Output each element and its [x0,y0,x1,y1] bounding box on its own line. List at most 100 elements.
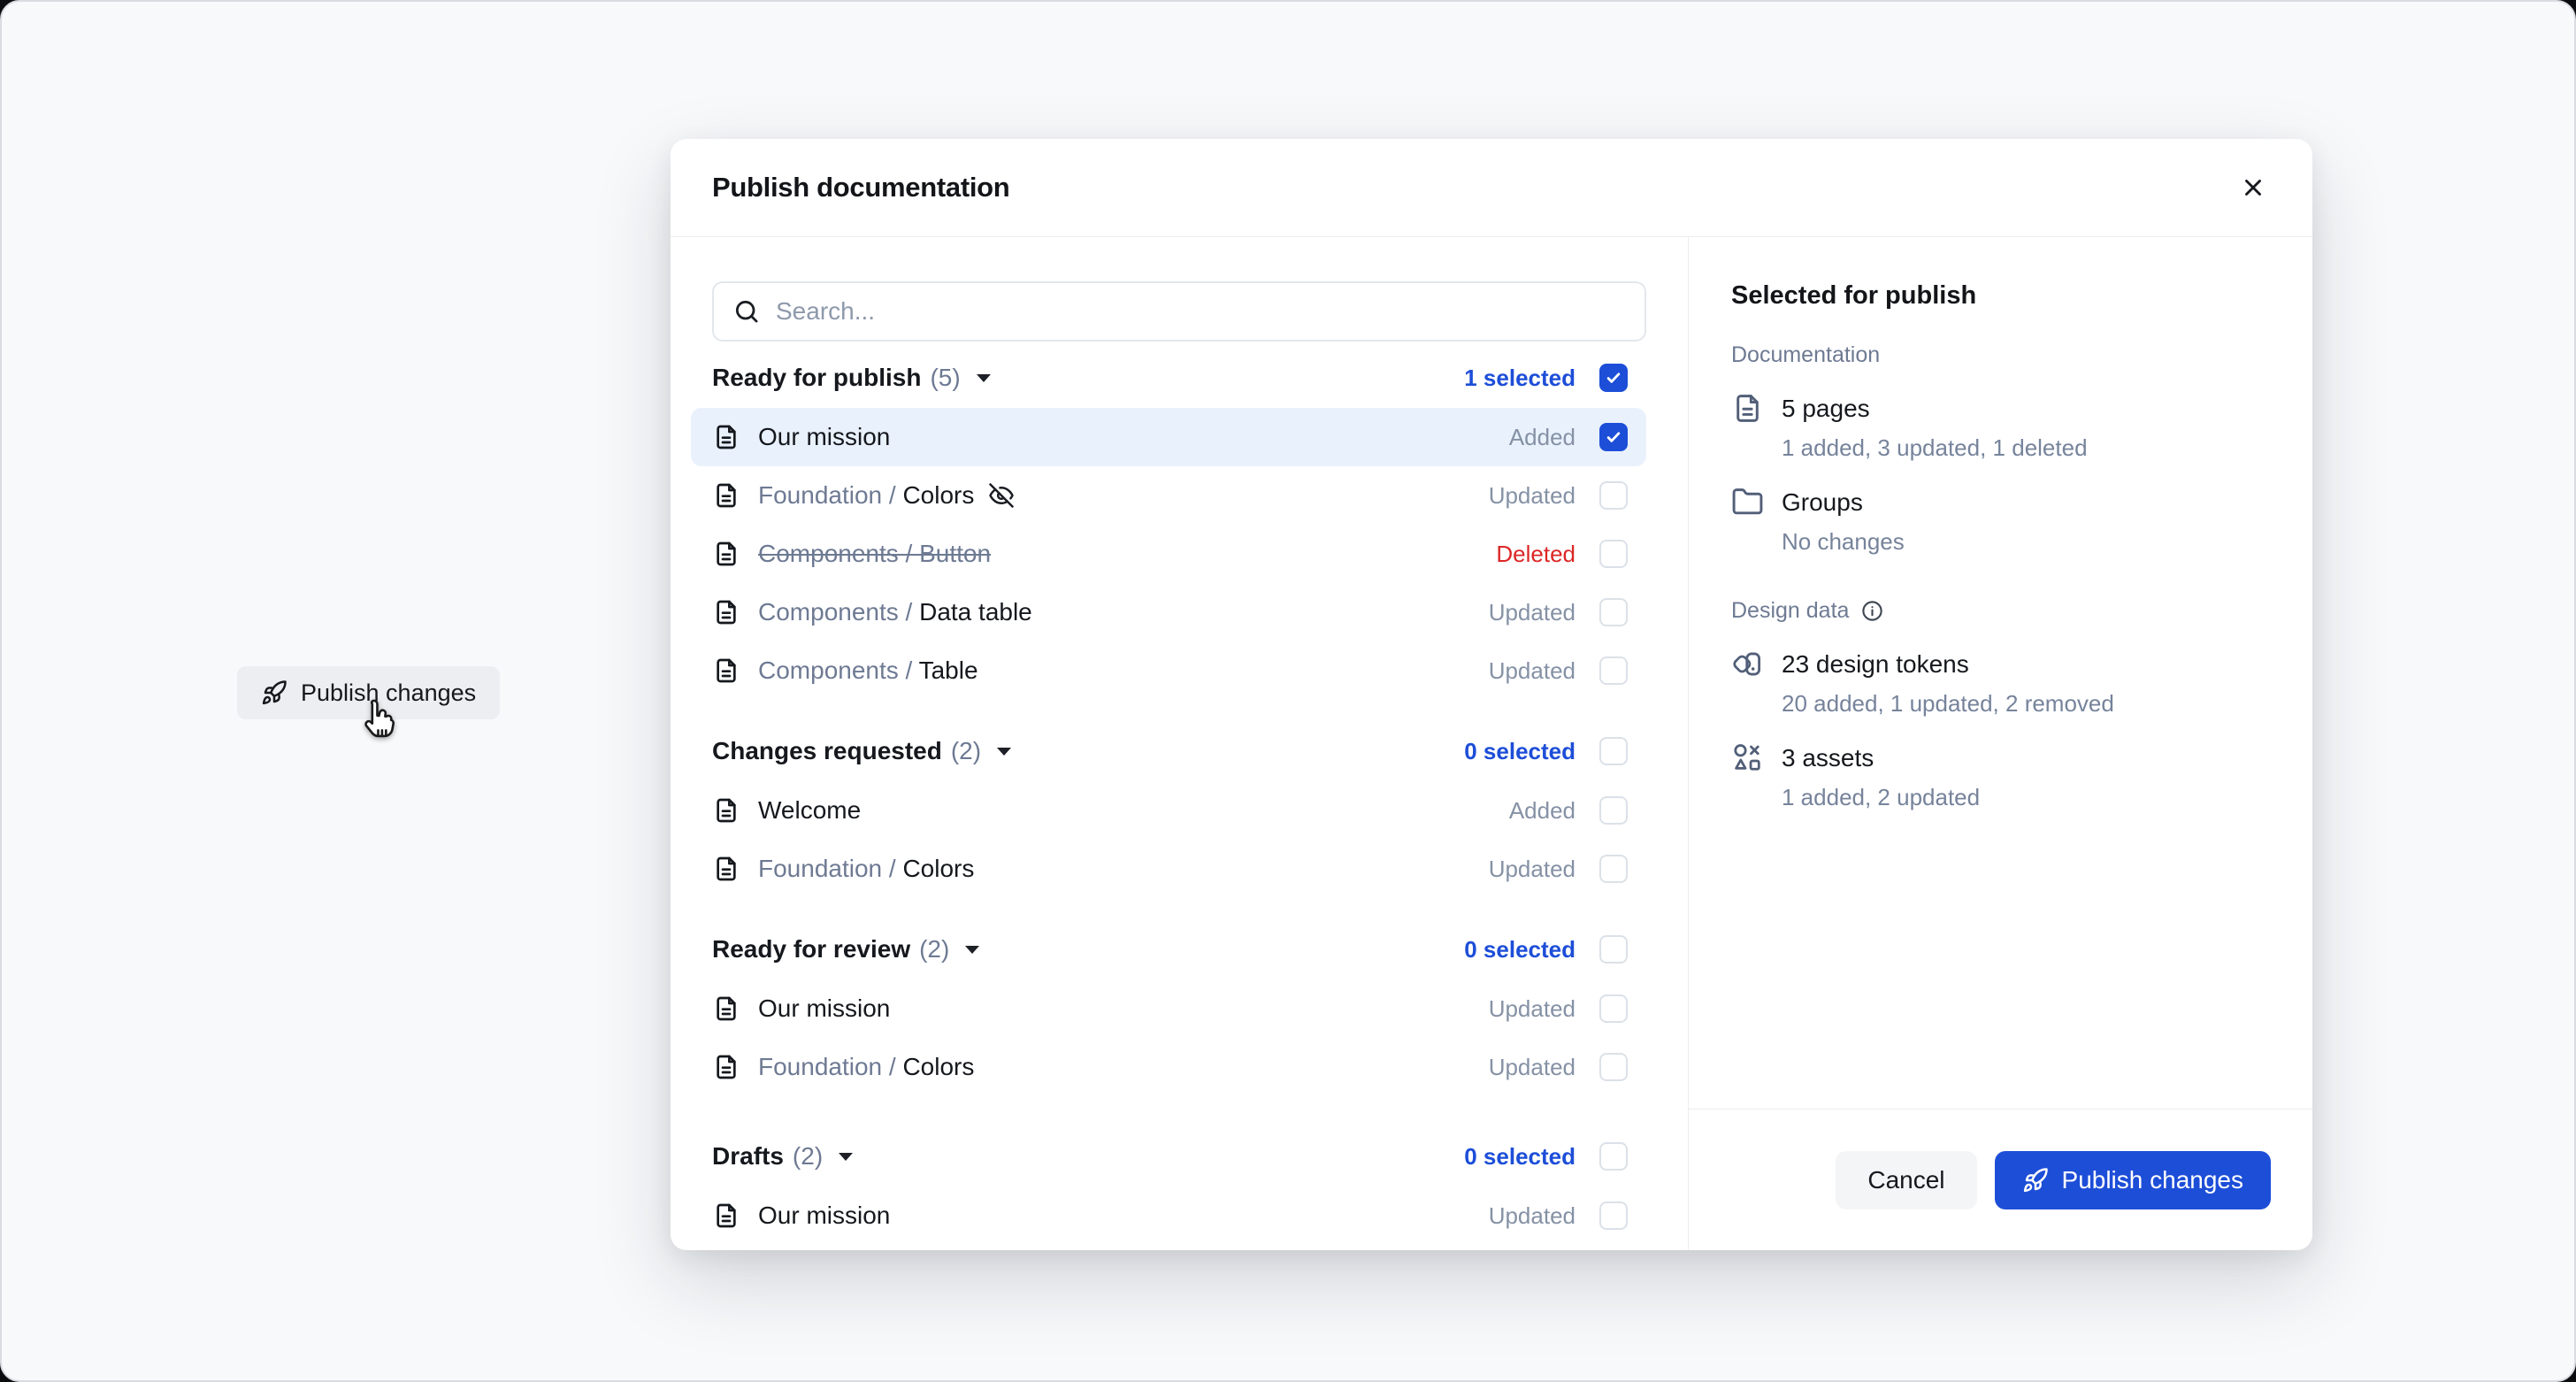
summary-item-detail: 1 added, 3 updated, 1 deleted [1782,434,2088,461]
page-name: Data table [919,598,1032,626]
section-header[interactable]: Ready for review (2) 0 selected [712,932,1646,967]
page-title: Foundation / Colors [758,481,974,510]
page-icon [712,1053,740,1081]
section-header[interactable]: Drafts (2) 0 selected [712,1139,1646,1174]
section-rows: Our mission Added Foundation / Colors Up… [691,408,1646,700]
section-checkbox[interactable] [1599,737,1628,765]
page-path-prefix: Components / [758,598,920,626]
tokens-icon [1731,648,1764,680]
chevron-down-icon[interactable] [839,1152,854,1161]
page-icon [712,481,740,510]
summary-group: Documentation 5 pages 1 added, 3 updated… [1731,342,2271,556]
info-icon[interactable] [1860,599,1884,623]
chevron-down-icon[interactable] [976,373,991,382]
status-label: Updated [1488,994,1576,1022]
summary-item-detail: 1 added, 2 updated [1782,784,1981,810]
page-name: Colors [902,1053,975,1080]
row-checkbox[interactable] [1599,994,1628,1023]
page-row[interactable]: Foundation / Colors Updated [691,1038,1646,1096]
section-header[interactable]: Ready for publish (5) 1 selected [712,360,1646,395]
summary-group-label-row: Documentation [1731,342,2271,368]
chevron-down-icon[interactable] [997,747,1012,756]
page-row[interactable]: Welcome Added [691,781,1646,840]
row-checkbox[interactable] [1599,423,1628,451]
page-name: Our mission [758,994,891,1022]
row-checkbox[interactable] [1599,656,1628,685]
summary-item-title: Groups [1782,488,1863,516]
page-icon [712,540,740,568]
row-checkbox[interactable] [1599,1202,1628,1230]
row-checkbox[interactable] [1599,481,1628,510]
page-icon [1731,392,1764,425]
page-icon [712,598,740,626]
check-icon [1606,372,1621,383]
row-checkbox[interactable] [1599,1053,1628,1081]
row-checkbox[interactable] [1599,598,1628,626]
page-title: Components / Button [758,540,991,568]
section-title: Changes requested [712,737,942,764]
summary-item-detail: 20 added, 1 updated, 2 removed [1782,690,2114,717]
row-checkbox[interactable] [1599,540,1628,568]
page-row[interactable]: Components / Table Updated [691,641,1646,700]
section-count: (2) [919,935,950,963]
status-label: Updated [1488,598,1576,626]
page-name: Our mission [758,1202,891,1229]
page-icon [712,855,740,883]
page-row[interactable]: Components / Button Deleted [691,525,1646,583]
publish-documentation-modal: Publish documentation Ready for publish … [671,139,2312,1250]
section-rows: Our mission Updated Foundation / Colors … [712,979,1646,1096]
page-row[interactable]: Our mission Updated [691,1186,1646,1245]
page-path-prefix: Components / [758,656,919,684]
status-label: Updated [1488,1053,1576,1080]
publish-changes-trigger-button[interactable]: Publish changes [237,666,501,719]
summary-heading: Selected for publish [1731,281,1977,310]
publish-changes-button[interactable]: Publish changes [1994,1150,2271,1209]
page-row[interactable]: Foundation / Colors Updated [691,466,1646,525]
chevron-down-icon[interactable] [965,945,980,954]
section-selected-count: 0 selected [1464,935,1576,963]
page-row[interactable]: Our mission Added [691,408,1646,466]
close-button[interactable] [2233,167,2273,208]
section-rows: Welcome Added Foundation / Colors Update… [712,781,1646,898]
vertical-divider [1688,237,1689,1250]
page-row[interactable]: Foundation / Colors Updated [691,840,1646,898]
page-icon [712,796,740,825]
page-path-prefix: Foundation / [758,1053,903,1080]
page-icon [712,994,740,1023]
section-checkbox[interactable] [1599,935,1628,964]
rocket-icon [262,680,287,705]
section-count: (5) [930,364,961,391]
row-checkbox[interactable] [1599,796,1628,825]
section-checkbox[interactable] [1599,364,1628,392]
section-rows: Our mission Updated [712,1186,1646,1245]
summary-group: Design data 23 design tokens 20 added, 1… [1731,598,2271,811]
status-label: Added [1508,796,1576,824]
page-row[interactable]: Our mission Updated [691,979,1646,1038]
summary-pane: Selected for publish Documentation 5 pag… [1689,237,2312,1250]
modal-body: Ready for publish (5) 1 selected Our mis… [671,237,2312,1250]
summary-item-detail: No changes [1782,528,1905,555]
search-box [712,281,1646,342]
section-checkbox[interactable] [1599,1142,1628,1171]
sections-list: Ready for publish (5) 1 selected Our mis… [691,360,1646,1245]
publish-section: Ready for publish (5) 1 selected Our mis… [691,360,1646,700]
summary-item: 3 assets 1 added, 2 updated [1731,741,2271,811]
status-label: Updated [1488,1202,1576,1229]
summary-group-items: 5 pages 1 added, 3 updated, 1 deleted Gr… [1731,392,2271,556]
cancel-button[interactable]: Cancel [1836,1150,1977,1209]
status-label: Added [1508,423,1576,450]
page-title: Components / Table [758,656,978,685]
page-name: Welcome [758,796,862,824]
folder-icon [1731,486,1764,518]
row-checkbox[interactable] [1599,855,1628,883]
modal-footer: Cancel Publish changes [1689,1109,2312,1250]
eye-off-icon [988,482,1015,509]
page-row[interactable]: Components / Data table Updated [691,583,1646,641]
section-count: (2) [792,1142,824,1170]
summary-group-label: Design data [1731,598,1850,623]
section-header[interactable]: Changes requested (2) 0 selected [712,733,1646,769]
search-input[interactable] [776,297,1626,326]
page-name: Components / Button [758,540,992,567]
page-icon [712,423,740,451]
